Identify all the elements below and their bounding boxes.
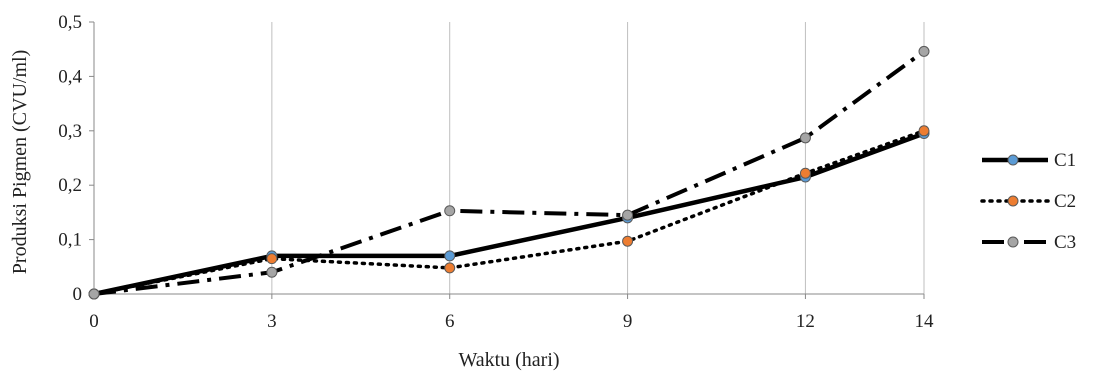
data-point-c3 [622,209,634,221]
x-tick-label: 6 [445,311,455,332]
data-point-c2 [918,125,930,137]
grid-lines [271,22,925,294]
series-line-c2 [92,129,926,296]
series-lines [92,49,926,297]
data-point-c3 [88,288,100,300]
legend: C1 C2 C3 [980,150,1076,253]
x-tick-label: 3 [267,311,277,332]
x-axis-title: Waktu (hari) [458,349,559,371]
data-point-c2 [799,167,811,179]
legend-marker-c2 [1007,195,1019,207]
y-tick-label: 0,3 [58,121,82,142]
data-point-c3 [799,132,811,144]
legend-label-c2: C2 [1054,191,1076,212]
data-point-c3 [918,45,930,57]
legend-marker-c3 [1007,236,1019,248]
y-axis-title: Produksi Pigmen (CVU/ml) [9,50,31,274]
y-tick-label: 0,5 [58,12,82,33]
y-tick-label: 0,2 [58,175,82,196]
series-line-c1 [93,131,925,297]
series-line-c3 [93,49,926,296]
data-point-c3 [266,266,278,278]
series-markers [88,45,930,300]
y-tick-label: 0,1 [58,230,82,251]
x-tick-label: 12 [796,311,815,332]
data-point-c2 [444,262,456,274]
x-tick-label: 0 [89,311,99,332]
data-point-c3 [444,205,456,217]
data-point-c2 [622,235,634,247]
y-tick-labels: 0 0,1 0,2 0,3 0,4 0,5 [58,12,94,305]
x-tick-labels: 0 3 6 9 12 14 [89,294,934,332]
data-point-c2 [266,253,278,265]
legend-marker-c1 [1007,154,1019,166]
axes [93,22,924,295]
x-tick-label: 14 [915,311,935,332]
data-point-c1 [444,250,456,262]
y-tick-label: 0 [73,284,83,305]
legend-label-c1: C1 [1054,150,1076,171]
x-tick-label: 9 [623,311,633,332]
y-tick-label: 0,4 [58,66,82,87]
legend-label-c3: C3 [1054,232,1076,253]
